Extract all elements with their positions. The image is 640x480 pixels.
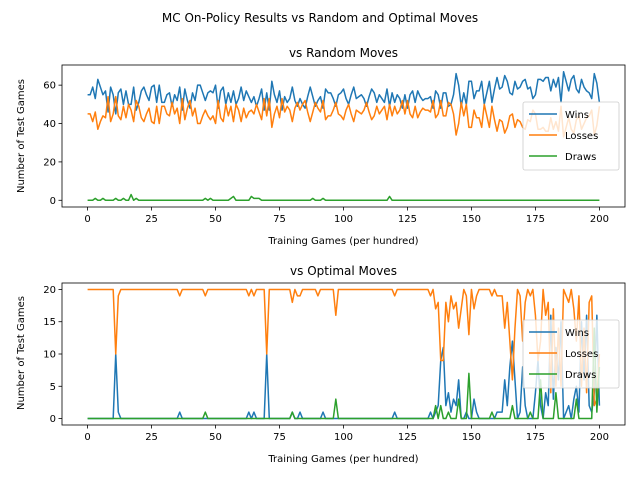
legend-label-draws: Draws: [565, 370, 596, 381]
y-tick-label: 0: [50, 414, 56, 425]
x-axis-label: Training Games (per hundred): [267, 454, 418, 465]
legend-box: [522, 319, 620, 389]
y-tick-label: 10: [43, 350, 56, 361]
plot-frame: [61, 282, 626, 426]
series-group: [87, 70, 601, 202]
legend-label-losses: Losses: [565, 349, 598, 360]
y-tick-label: 60: [43, 81, 56, 92]
x-tick-label: 100: [334, 214, 353, 225]
legend-label-wins: Wins: [565, 110, 589, 121]
x-tick-label: 175: [526, 432, 545, 443]
x-tick-label: 200: [590, 214, 609, 225]
x-tick-label: 150: [462, 214, 481, 225]
y-tick-label: 0: [50, 196, 56, 207]
y-tick-label: 20: [43, 157, 56, 168]
x-tick-label: 25: [145, 214, 158, 225]
x-tick-label: 175: [526, 214, 545, 225]
x-tick-label: 0: [84, 214, 90, 225]
figure-title: MC On-Policy Results vs Random and Optim…: [162, 11, 478, 25]
y-tick-label: 40: [43, 119, 56, 130]
x-tick-label: 125: [398, 432, 417, 443]
y-tick-label: 5: [50, 382, 56, 393]
series-line-losses: [87, 95, 601, 138]
x-tick-label: 150: [462, 432, 481, 443]
x-tick-label: 75: [273, 214, 286, 225]
y-axis-label: Number of Test Games: [16, 296, 27, 410]
x-tick-label: 50: [209, 432, 222, 443]
y-tick-label: 20: [43, 285, 56, 296]
x-tick-label: 75: [273, 432, 286, 443]
legend-box: [522, 101, 620, 171]
x-tick-label: 125: [398, 214, 417, 225]
x-axis-label: Training Games (per hundred): [267, 236, 418, 247]
chart-panel-random: vs Random Moves 0 25 50 75 100 125 150 175 200 0 2…: [16, 46, 626, 247]
y-tick-label: 15: [43, 317, 56, 328]
series-line-draws: [87, 327, 601, 420]
series-line-draws: [87, 193, 600, 202]
legend-label-draws: Draws: [565, 152, 596, 163]
x-tick-label: 25: [145, 432, 158, 443]
legend: Wins Losses Draws: [522, 319, 620, 389]
x-tick-label: 100: [334, 432, 353, 443]
legend-label-losses: Losses: [565, 131, 598, 142]
legend-label-wins: Wins: [565, 328, 589, 339]
chart-panel-optimal: vs Optimal Moves 0 25 50 75 100 125 150 175 200 0…: [16, 264, 626, 465]
series-group: [87, 288, 601, 420]
x-tick-label: 200: [590, 432, 609, 443]
y-axis-label: Number of Test Games: [16, 79, 27, 193]
legend: Wins Losses Draws: [522, 101, 620, 171]
series-line-losses: [87, 288, 601, 407]
plot-frame: [61, 64, 626, 208]
chart-title: vs Random Moves: [289, 46, 398, 60]
x-tick-label: 50: [209, 214, 222, 225]
chart-title: vs Optimal Moves: [290, 264, 397, 278]
x-tick-label: 0: [84, 432, 90, 443]
series-line-wins: [87, 70, 601, 115]
